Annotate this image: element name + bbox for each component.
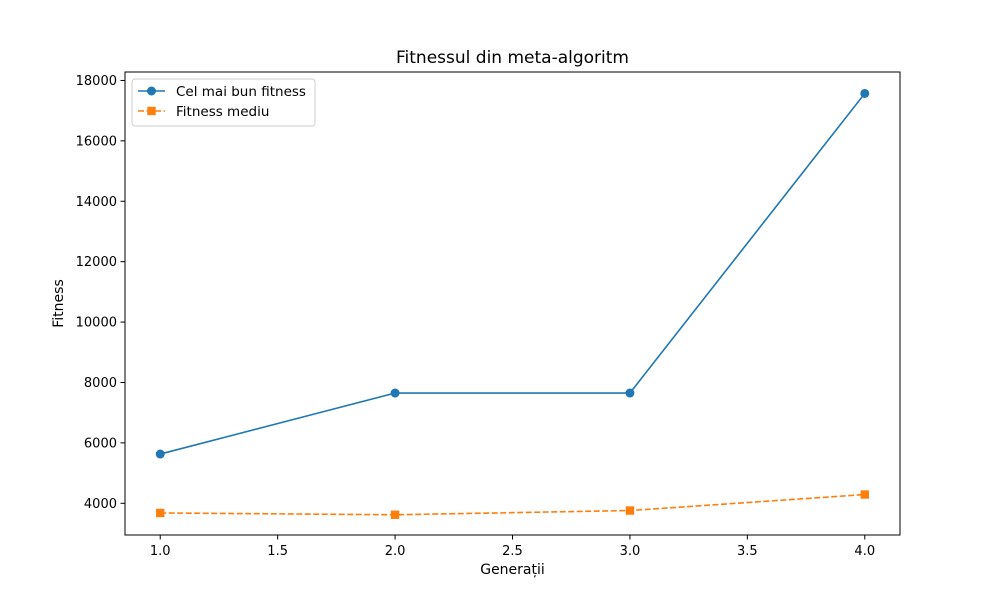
series-line bbox=[160, 92, 866, 455]
legend-marker bbox=[147, 106, 156, 116]
legend-label: Cel mai bun fitness bbox=[176, 84, 306, 100]
x-tick-label: 2.5 bbox=[502, 544, 523, 559]
legend-marker bbox=[147, 86, 156, 96]
x-tick-label: 4.0 bbox=[854, 544, 875, 559]
x-tick-label: 1.5 bbox=[267, 544, 288, 559]
chart-title: Fitnessul din meta-algoritm bbox=[396, 48, 629, 68]
data-point bbox=[155, 449, 165, 459]
y-tick-label: 10000 bbox=[76, 316, 117, 331]
data-point bbox=[860, 490, 869, 499]
x-tick-label: 3.0 bbox=[620, 544, 641, 559]
legend-entry: Cel mai bun fitness bbox=[138, 84, 306, 100]
y-tick-label: 8000 bbox=[84, 376, 117, 391]
series-mean-fitness bbox=[156, 490, 869, 519]
legend: Cel mai bun fitness Fitness mediu bbox=[131, 78, 316, 127]
legend-box bbox=[131, 78, 316, 127]
data-point bbox=[390, 388, 400, 398]
x-tick-label: 2.0 bbox=[385, 544, 406, 559]
legend-label: Fitness mediu bbox=[176, 104, 269, 120]
data-point bbox=[625, 506, 635, 515]
y-tick-label: 6000 bbox=[84, 436, 117, 451]
y-tick-label: 14000 bbox=[76, 195, 117, 210]
data-point bbox=[390, 510, 400, 519]
x-axis-ticks: 1.0 1.5 2.0 2.5 3.0 3.5 4.0 bbox=[150, 535, 875, 559]
x-tick-label: 3.5 bbox=[737, 544, 758, 559]
plot-frame bbox=[124, 71, 901, 536]
x-tick-label: 1.0 bbox=[150, 544, 171, 559]
series-line bbox=[160, 493, 865, 516]
y-tick-label: 12000 bbox=[76, 255, 117, 270]
legend-entry: Fitness mediu bbox=[138, 104, 269, 120]
x-axis-label: Generații bbox=[480, 562, 545, 578]
y-tick-label: 16000 bbox=[76, 134, 117, 149]
y-tick-label: 18000 bbox=[76, 74, 117, 89]
series-layer bbox=[155, 88, 870, 519]
y-tick-label: 4000 bbox=[84, 497, 117, 512]
y-axis-label: Fitness bbox=[51, 279, 67, 328]
series-best-fitness bbox=[155, 88, 870, 459]
data-point bbox=[156, 508, 165, 518]
y-axis-ticks: 4000 6000 8000 10000 12000 14000 16000 18000 bbox=[76, 74, 125, 512]
data-point bbox=[625, 388, 635, 398]
data-point bbox=[860, 88, 870, 98]
